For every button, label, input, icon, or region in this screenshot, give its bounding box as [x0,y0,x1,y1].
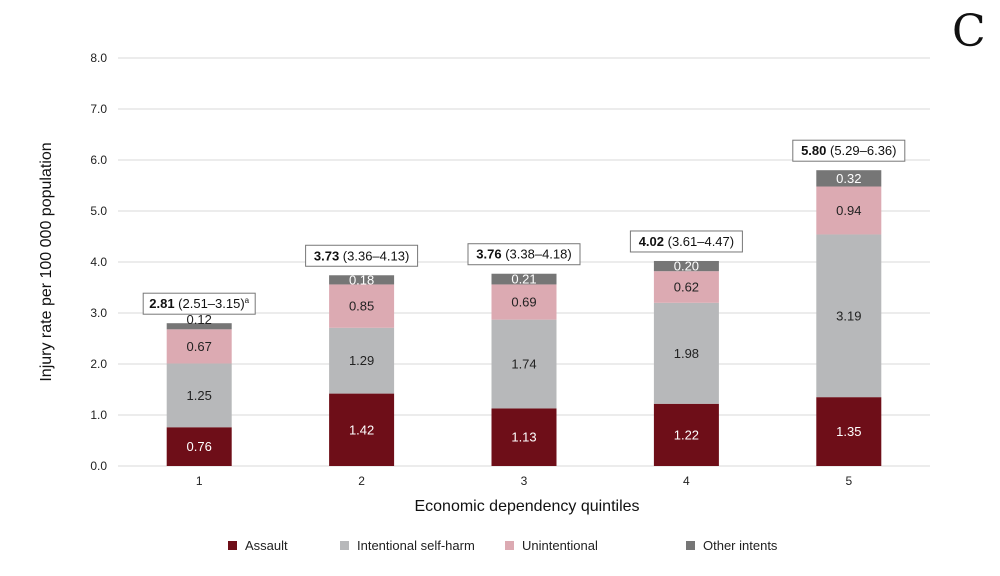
panel-letter: C [952,6,986,57]
total-label: 3.76 (3.38–4.18) [476,247,571,262]
legend-swatch [505,541,514,550]
total-box [305,244,419,267]
bar-segment-unintentional [653,271,719,303]
data-label: 0.76 [187,439,212,454]
y-tick-label: 8.0 [90,51,107,65]
data-label: 0.32 [836,171,861,186]
total-box [467,243,581,266]
total-label: 3.73 (3.36–4.13) [314,248,409,263]
data-label: 0.18 [349,272,374,287]
legend-item-unintentional: Unintentional [505,538,598,553]
legend-item-assault: Assault [228,538,288,553]
y-tick-label: 3.0 [90,306,107,320]
data-label: 1.35 [836,424,861,439]
total-label: 5.80 (5.29–6.36) [801,143,896,158]
legend: Assault Intentional self-harm Unintentiona… [0,538,1000,558]
bar-segment-other-intents [653,260,719,272]
total-box [629,230,743,253]
bar-segment-intentional-self-harm [816,234,882,398]
bar-segment-assault [653,403,719,466]
bar-stack-1: 0.76 1.25 0.67 0.122.81 (2.51–3.15)a [142,292,256,466]
bar-segment-unintentional [329,284,395,328]
legend-label: Unintentional [522,538,598,553]
y-axis-title: Injury rate per 100 000 population [38,142,55,381]
y-tick-label: 5.0 [90,204,107,218]
data-label: 1.98 [674,346,699,361]
data-label: 1.25 [187,388,212,403]
x-tick-label: 2 [358,474,365,488]
x-tick-label: 5 [845,474,852,488]
bar-segment-intentional-self-harm [166,363,232,428]
total-annotation: 4.02 (3.61–4.47) [629,230,743,253]
total-annotation: 3.76 (3.38–4.18) [467,243,581,266]
legend-label: Other intents [703,538,778,553]
bar-segment-assault [816,397,882,466]
y-tick-label: 0.0 [90,459,107,473]
bar-stack-5: 1.35 3.19 0.94 0.32 5.80 (5.29–6.36) [792,139,906,466]
bar-segment-intentional-self-harm [653,302,719,404]
data-label: 3.19 [836,308,861,323]
data-label: 1.13 [511,430,536,445]
x-tick-label: 4 [683,474,690,488]
x-tick-label: 3 [521,474,528,488]
bar-stack-4: 1.22 1.98 0.62 0.20 4.02 (3.61–4.47) [629,230,743,466]
data-label: 1.42 [349,422,374,437]
data-label: 1.74 [511,357,536,372]
y-tick-label: 1.0 [90,408,107,422]
bar-segment-assault [491,408,557,466]
bars: 0.76 1.25 0.67 0.122.81 (2.51–3.15)a 1.42 1.2… [142,139,906,466]
x-axis-ticks: 1 2 3 4 5 [196,474,853,488]
y-axis-ticks: 0.0 1.0 2.0 3.0 4.0 5.0 6.0 7.0 8.0 [90,51,107,473]
bar-segment-other-intents [491,273,557,285]
bar-segment-assault [166,427,232,466]
legend-swatch [340,541,349,550]
y-tick-label: 6.0 [90,153,107,167]
total-box [792,139,906,162]
legend-item-intentional-self-harm: Intentional self-harm [340,538,475,553]
data-label: 1.29 [349,353,374,368]
legend-label: Assault [245,538,288,553]
legend-item-other-intents: Other intents [686,538,777,553]
data-label: 1.22 [674,427,699,442]
data-label: 0.69 [511,295,536,310]
bar-segment-other-intents [816,170,882,187]
data-label: 0.21 [511,272,536,287]
data-label: 0.85 [349,299,374,314]
data-label: 0.20 [674,259,699,274]
bar-segment-unintentional [816,186,882,235]
total-annotation: 5.80 (5.29–6.36) [792,139,906,162]
bar-segment-unintentional [491,284,557,320]
bar-segment-other-intents [329,275,395,285]
bar-segment-intentional-self-harm [329,327,395,394]
total-label: 2.81 (2.51–3.15)a [149,296,249,311]
bar-segment-unintentional [166,329,232,364]
total-box [142,292,256,315]
total-label: 4.02 (3.61–4.47) [639,234,734,249]
x-axis-title: Economic dependency quintiles [414,498,639,515]
bar-stack-3: 1.13 1.74 0.69 0.21 3.76 (3.38–4.18) [467,243,581,466]
bar-segment-other-intents [166,323,232,330]
bar-stack-2: 1.42 1.29 0.85 0.18 3.73 (3.36–4.13) [305,244,419,466]
data-label: 0.67 [187,339,212,354]
x-tick-label: 1 [196,474,203,488]
y-tick-label: 4.0 [90,255,107,269]
y-tick-label: 2.0 [90,357,107,371]
legend-swatch [686,541,695,550]
data-label: 0.94 [836,203,861,218]
data-label: 0.12 [187,312,212,327]
total-annotation: 3.73 (3.36–4.13) [305,244,419,267]
bar-segment-intentional-self-harm [491,319,557,409]
total-annotation: 2.81 (2.51–3.15)a [142,292,256,315]
legend-swatch [228,541,237,550]
y-tick-label: 7.0 [90,102,107,116]
data-label: 0.62 [674,279,699,294]
legend-label: Intentional self-harm [357,538,475,553]
bar-segment-assault [329,393,395,466]
